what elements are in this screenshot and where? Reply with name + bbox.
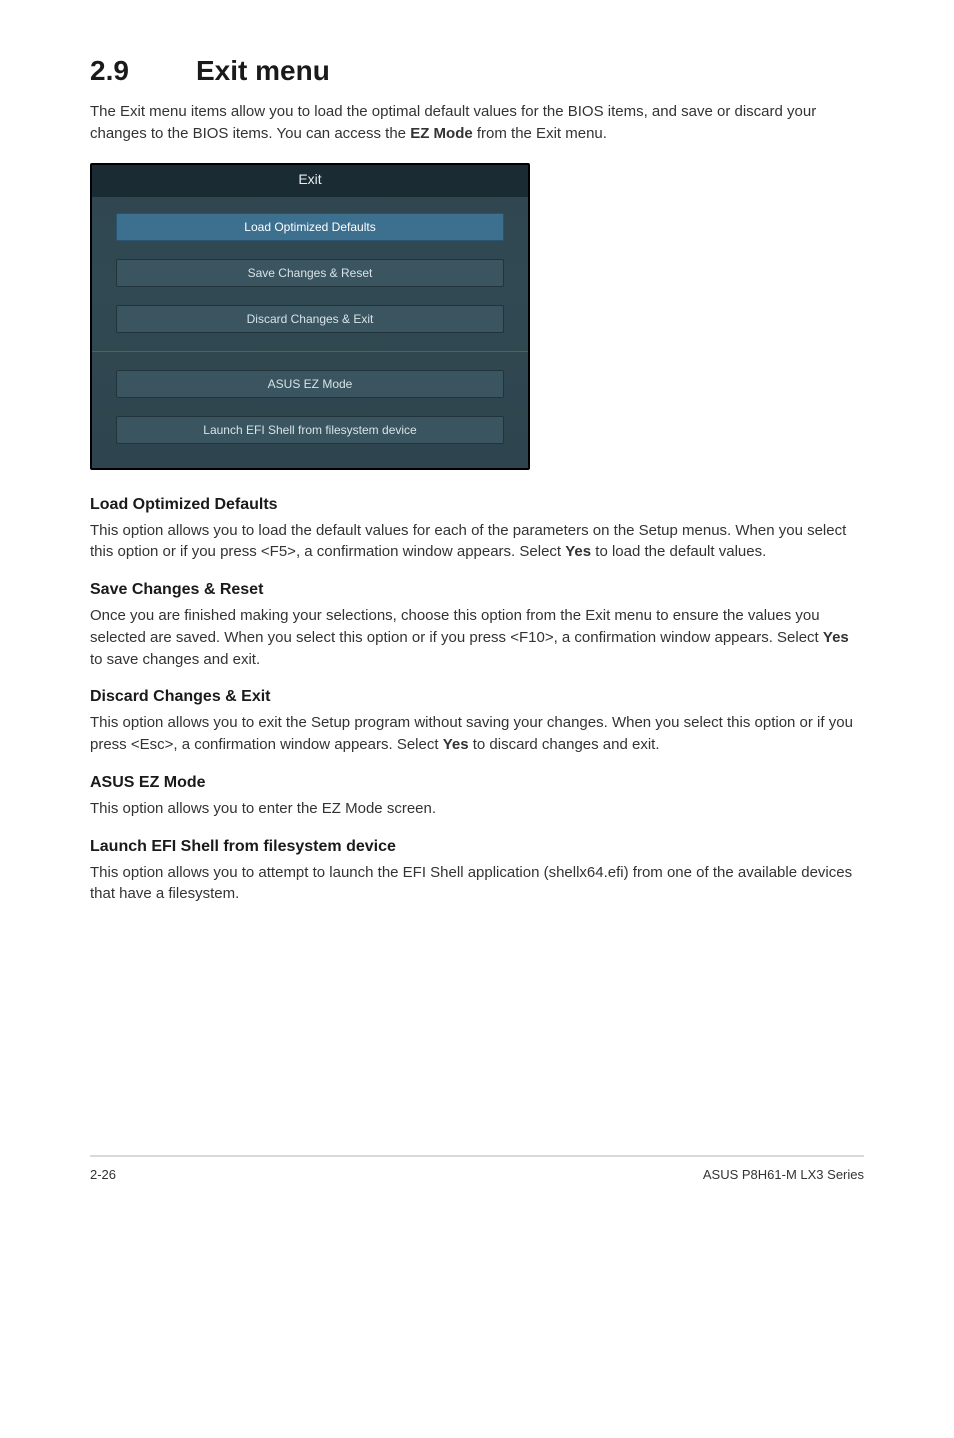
- section-load-heading: Load Optimized Defaults: [90, 496, 864, 514]
- section-load-after: to load the default values.: [591, 543, 766, 560]
- bios-btn-launch-efi[interactable]: Launch EFI Shell from filesystem device: [116, 416, 504, 444]
- bios-title-bar: Exit: [92, 165, 528, 197]
- bios-btn-discard-exit[interactable]: Discard Changes & Exit: [116, 305, 504, 333]
- bios-body: Load Optimized Defaults Save Changes & R…: [92, 197, 528, 454]
- heading-title: Exit menu: [196, 55, 330, 87]
- section-load-paragraph: This option allows you to load the defau…: [90, 520, 864, 564]
- bios-btn-load-defaults[interactable]: Load Optimized Defaults: [116, 213, 504, 241]
- section-ez-paragraph: This option allows you to enter the EZ M…: [90, 798, 864, 820]
- intro-text-after: from the Exit menu.: [473, 125, 607, 142]
- heading-number: 2.9: [90, 55, 196, 87]
- intro-paragraph: The Exit menu items allow you to load th…: [90, 101, 864, 145]
- section-load-strong: Yes: [565, 543, 591, 560]
- section-efi-heading: Launch EFI Shell from filesystem device: [90, 838, 864, 856]
- section-discard-strong: Yes: [443, 736, 469, 753]
- intro-strong: EZ Mode: [410, 125, 473, 142]
- section-save-strong: Yes: [823, 629, 849, 646]
- footer: 2-26 ASUS P8H61-M LX3 Series: [90, 1167, 864, 1182]
- footer-page: 2-26: [90, 1167, 116, 1182]
- section-save-before: Once you are finished making your select…: [90, 607, 823, 646]
- section-save-after: to save changes and exit.: [90, 651, 260, 668]
- section-discard-paragraph: This option allows you to exit the Setup…: [90, 712, 864, 756]
- bios-btn-save-reset[interactable]: Save Changes & Reset: [116, 259, 504, 287]
- section-ez-heading: ASUS EZ Mode: [90, 774, 864, 792]
- bios-title: Exit: [298, 171, 321, 187]
- bios-btn-ez-mode[interactable]: ASUS EZ Mode: [116, 370, 504, 398]
- section-save-heading: Save Changes & Reset: [90, 581, 864, 599]
- section-efi-paragraph: This option allows you to attempt to lau…: [90, 862, 864, 906]
- footer-rule: [90, 1155, 864, 1157]
- heading: 2.9 Exit menu: [90, 55, 864, 87]
- bios-separator: [92, 351, 528, 352]
- section-discard-after: to discard changes and exit.: [469, 736, 660, 753]
- section-discard-heading: Discard Changes & Exit: [90, 688, 864, 706]
- footer-product: ASUS P8H61-M LX3 Series: [703, 1167, 864, 1182]
- section-save-paragraph: Once you are finished making your select…: [90, 605, 864, 670]
- bios-exit-panel: Exit Load Optimized Defaults Save Change…: [90, 163, 530, 470]
